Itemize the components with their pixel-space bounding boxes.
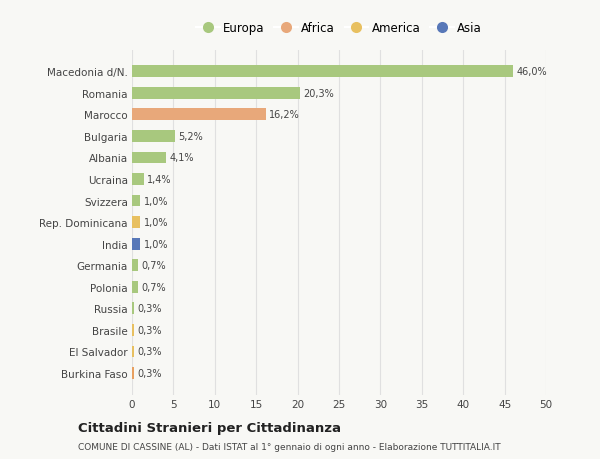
Bar [132, 152, 166, 164]
Text: 20,3%: 20,3% [304, 89, 334, 99]
Text: 1,0%: 1,0% [143, 196, 168, 206]
Text: 5,2%: 5,2% [178, 132, 203, 141]
Text: 1,0%: 1,0% [143, 218, 168, 228]
Bar [132, 109, 266, 121]
Bar [132, 131, 175, 142]
Bar [132, 367, 134, 379]
Bar [132, 260, 138, 272]
Text: 1,0%: 1,0% [143, 239, 168, 249]
Text: 0,3%: 0,3% [138, 304, 162, 313]
Bar [132, 303, 134, 314]
Bar [132, 281, 138, 293]
Text: 1,4%: 1,4% [147, 174, 172, 185]
Bar [132, 195, 140, 207]
Text: 46,0%: 46,0% [516, 67, 547, 77]
Bar [132, 238, 140, 250]
Bar [132, 346, 134, 358]
Bar [132, 174, 143, 185]
Bar [132, 324, 134, 336]
Text: 16,2%: 16,2% [269, 110, 300, 120]
Text: 0,7%: 0,7% [141, 261, 166, 271]
Text: 0,3%: 0,3% [138, 368, 162, 378]
Text: 4,1%: 4,1% [169, 153, 194, 163]
Text: 0,3%: 0,3% [138, 347, 162, 357]
Bar [132, 88, 300, 100]
Legend: Europa, Africa, America, Asia: Europa, Africa, America, Asia [193, 18, 485, 39]
Bar [132, 66, 513, 78]
Bar [132, 217, 140, 229]
Text: 0,3%: 0,3% [138, 325, 162, 335]
Text: Cittadini Stranieri per Cittadinanza: Cittadini Stranieri per Cittadinanza [78, 421, 341, 434]
Text: COMUNE DI CASSINE (AL) - Dati ISTAT al 1° gennaio di ogni anno - Elaborazione TU: COMUNE DI CASSINE (AL) - Dati ISTAT al 1… [78, 442, 500, 451]
Text: 0,7%: 0,7% [141, 282, 166, 292]
